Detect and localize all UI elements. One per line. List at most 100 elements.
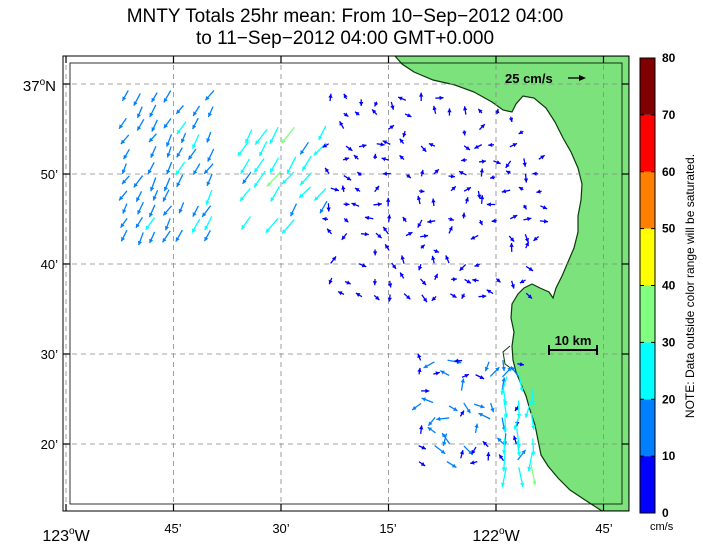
current-vector — [501, 438, 507, 455]
colorbar-unit: cm/s — [650, 521, 674, 533]
current-vector — [150, 177, 157, 192]
current-vector — [342, 157, 350, 162]
current-vector — [446, 461, 457, 469]
current-vector — [518, 467, 525, 488]
colorbar-segment — [640, 171, 655, 229]
map-title-line-2: to 11−Sep−2012 04:00 GMT+0.000 — [195, 28, 495, 49]
current-vector — [505, 160, 512, 169]
current-vector — [121, 175, 130, 185]
current-vector — [166, 134, 173, 147]
current-vector — [374, 101, 379, 107]
current-vector — [498, 454, 505, 462]
colorbar-segment — [640, 114, 655, 172]
current-vector — [121, 90, 129, 102]
scale-bar: 10 km — [548, 333, 598, 355]
current-vector — [203, 230, 211, 242]
current-vector — [354, 111, 360, 116]
current-vector — [501, 189, 511, 194]
current-vector — [354, 187, 361, 193]
current-vector — [433, 168, 440, 175]
current-vector — [298, 186, 311, 199]
reference-vector: 25 cm/s — [505, 71, 586, 86]
colorbar-tick-label: 30 — [662, 335, 676, 349]
current-vector — [353, 154, 359, 160]
current-vector — [192, 163, 201, 176]
current-vector — [382, 140, 391, 145]
current-vector — [351, 202, 360, 207]
current-vector — [281, 126, 295, 144]
current-vector — [384, 243, 390, 251]
current-vector — [532, 171, 539, 176]
lat-label: 37oN — [23, 77, 56, 95]
current-vector — [479, 159, 487, 164]
current-vector — [459, 449, 464, 459]
lon-label: 45’ — [164, 521, 181, 536]
current-vector — [460, 378, 465, 391]
current-vector — [237, 141, 249, 157]
current-vector — [411, 402, 422, 411]
current-vector — [489, 175, 496, 180]
current-vector — [530, 412, 536, 430]
current-vector — [518, 130, 524, 135]
current-vector — [344, 280, 352, 285]
current-vector — [441, 432, 451, 445]
current-vector — [433, 273, 439, 281]
current-vector — [495, 108, 500, 115]
current-vector — [402, 130, 407, 138]
current-vector — [386, 197, 391, 207]
current-vector — [462, 130, 467, 136]
current-vector — [510, 214, 518, 220]
current-vector — [254, 128, 268, 146]
current-vector — [404, 113, 412, 118]
current-vector — [427, 416, 436, 427]
current-vector — [240, 216, 251, 230]
current-vector — [459, 410, 465, 417]
current-vector — [355, 292, 363, 298]
current-vector — [387, 214, 392, 222]
current-vector — [326, 228, 333, 235]
current-vector — [206, 131, 212, 143]
current-vector — [508, 235, 515, 243]
current-vector — [358, 263, 367, 268]
current-vector — [388, 124, 395, 130]
current-vector — [281, 219, 295, 235]
current-vector — [162, 205, 173, 216]
current-vector — [461, 157, 467, 163]
current-vector — [486, 452, 491, 461]
current-vector — [118, 117, 127, 130]
current-vector — [527, 452, 533, 472]
current-vector — [486, 202, 496, 207]
current-vector — [419, 278, 427, 286]
current-vector — [473, 403, 485, 409]
current-vector — [463, 402, 471, 414]
current-vector — [489, 366, 500, 377]
current-vector — [523, 216, 532, 222]
colorbar-tick-label: 80 — [662, 51, 676, 65]
ocean-area — [63, 56, 629, 511]
current-vector — [372, 279, 378, 286]
current-vector — [258, 141, 268, 157]
current-vector — [372, 153, 378, 160]
colorbar-tick-label: 20 — [662, 392, 676, 406]
current-vectors — [118, 90, 549, 488]
current-vector — [477, 190, 482, 199]
current-vector — [419, 169, 425, 177]
current-vector — [478, 294, 487, 299]
current-vector — [531, 438, 536, 456]
current-vector — [162, 189, 170, 202]
current-vector — [417, 367, 422, 375]
current-vector — [175, 104, 184, 115]
current-vector — [433, 248, 440, 253]
current-vector — [474, 144, 483, 150]
current-vector — [123, 149, 130, 160]
current-vector — [133, 175, 144, 188]
current-vector — [517, 362, 525, 367]
current-vector — [239, 187, 251, 202]
current-vector — [479, 195, 485, 204]
current-vector — [484, 361, 490, 372]
current-vector — [148, 133, 157, 143]
colorbar-tick-label: 60 — [662, 165, 676, 179]
current-vector — [522, 158, 527, 167]
current-vector — [270, 186, 281, 202]
current-vector — [509, 242, 514, 252]
